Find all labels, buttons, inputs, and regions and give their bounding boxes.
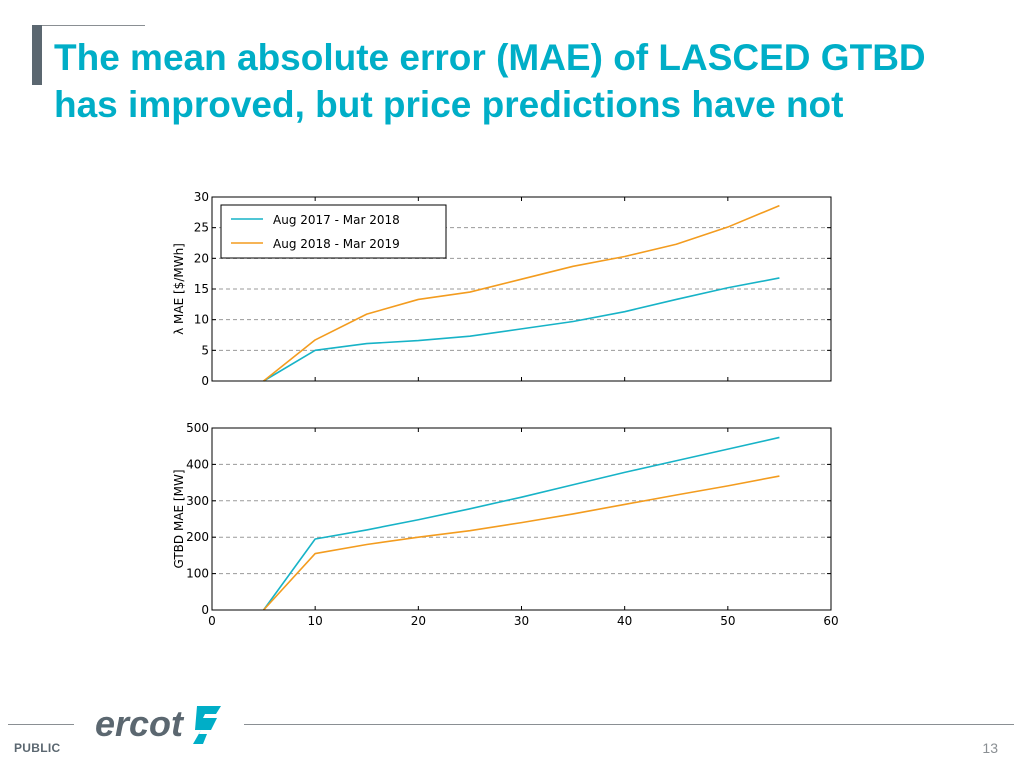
legend: Aug 2017 - Mar 2018 Aug 2018 - Mar 2019: [220, 204, 447, 259]
y-axis-label: GTBD MAE [MW]: [172, 469, 186, 568]
ercot-logo: ercot: [95, 703, 221, 744]
y-tick-label: 400: [186, 457, 209, 471]
header-rule: [32, 25, 145, 26]
x-tick-label: 20: [411, 614, 426, 628]
chart-1: 0 5 10 15 20 25 30 λ MAE [$/MWh] Aug 2017 - Mar …: [172, 190, 832, 388]
texas-mark-icon: [193, 706, 221, 744]
y-tick-label: 0: [201, 603, 209, 617]
legend-label: Aug 2018 - Mar 2019: [273, 237, 400, 251]
y-tick-label: 500: [186, 421, 209, 435]
x-tick-label: 50: [720, 614, 735, 628]
y-tick-label: 300: [186, 494, 209, 508]
y-tick-label: 15: [194, 282, 209, 296]
legend-box: [220, 204, 447, 259]
y-tick-label: 30: [194, 190, 209, 204]
footer-classification: PUBLIC: [14, 741, 61, 755]
series-line-1: [262, 436, 780, 611]
slide-title: The mean absolute error (MAE) of LASCED …: [54, 37, 926, 125]
y-tick-label: 20: [194, 251, 209, 265]
y-tick-label: 5: [201, 343, 209, 357]
series-line-1: [263, 277, 780, 382]
plot-frame: [211, 427, 832, 611]
y-tick-label: 10: [194, 313, 209, 327]
logo-wordmark: ercot: [95, 703, 185, 744]
footer-rule-right: [244, 724, 1014, 725]
series-line-2: [262, 475, 780, 611]
y-tick-label: 25: [194, 221, 209, 235]
y-tick-label: 0: [201, 374, 209, 388]
x-tick-label: 60: [823, 614, 838, 628]
chart-2: 0 100 200 300 400 500 0 10 20 30 40 50 60 GTBD MAE [M…: [172, 421, 839, 628]
plot-frame: [211, 196, 832, 382]
footer-rule-left: [8, 724, 74, 725]
x-tick-label: 30: [514, 614, 529, 628]
page-number: 13: [982, 740, 998, 756]
x-tick-label: 40: [617, 614, 632, 628]
y-tick-label: 200: [186, 530, 209, 544]
legend-label: Aug 2017 - Mar 2018: [273, 213, 400, 227]
x-tick-label: 10: [308, 614, 323, 628]
series-line-2: [263, 204, 780, 382]
y-axis-label: λ MAE [$/MWh]: [172, 243, 186, 335]
title-accent-bar: [32, 25, 42, 85]
y-tick-label: 100: [186, 567, 209, 581]
x-tick-label: 0: [208, 614, 216, 628]
